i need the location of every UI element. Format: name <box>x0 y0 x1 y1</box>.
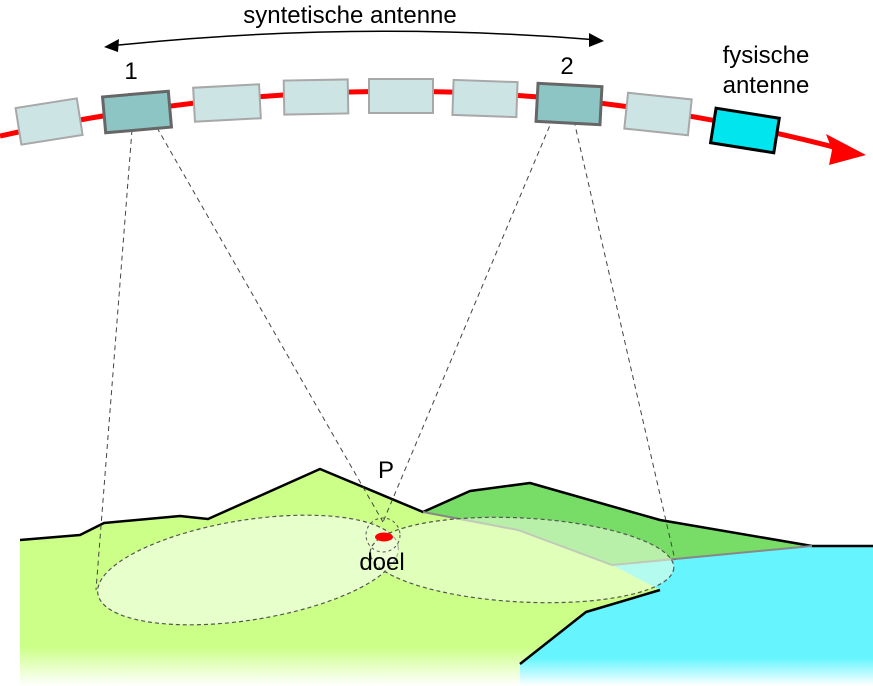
sea-area <box>520 546 873 686</box>
shoreline <box>519 588 661 665</box>
beam-lines <box>95 111 676 591</box>
target-label: doel <box>359 549 404 576</box>
footprints <box>97 514 675 626</box>
span-arrow <box>104 30 604 52</box>
arrowhead-right <box>589 33 604 47</box>
arrowhead-left <box>104 39 119 52</box>
footprint-2 <box>369 516 675 604</box>
position-1-label: 1 <box>124 58 137 85</box>
position-2-label: 2 <box>560 53 573 80</box>
beam-2-left <box>382 117 554 523</box>
synthetic-antenna-label: syntetische antenne <box>243 2 456 29</box>
physical-antenna-label-line1: fysische <box>723 42 810 69</box>
antenna-position-1 <box>100 89 174 135</box>
antenna-position <box>282 78 350 116</box>
target-marker <box>375 532 393 542</box>
red-arrow-icon <box>826 134 866 165</box>
point-label: P <box>378 457 394 484</box>
back-hill <box>423 483 812 565</box>
physical-antenna-label-line2: antenne <box>723 72 810 99</box>
target-zone <box>365 517 401 553</box>
antenna-position <box>368 78 434 114</box>
antenna-position <box>14 97 84 146</box>
physical-antenna <box>708 106 781 155</box>
antenna-position <box>451 78 519 119</box>
antenna-position <box>192 83 262 123</box>
beam-1-left <box>95 129 133 591</box>
synthetic-antenna-positions <box>14 78 781 155</box>
antenna-position-2 <box>534 81 604 127</box>
beam-1-right <box>147 111 384 523</box>
antenna-position <box>623 91 693 137</box>
double-headed-arc-arrow-icon <box>109 30 599 47</box>
beam-2-right <box>571 111 676 561</box>
coastline <box>19 467 873 548</box>
